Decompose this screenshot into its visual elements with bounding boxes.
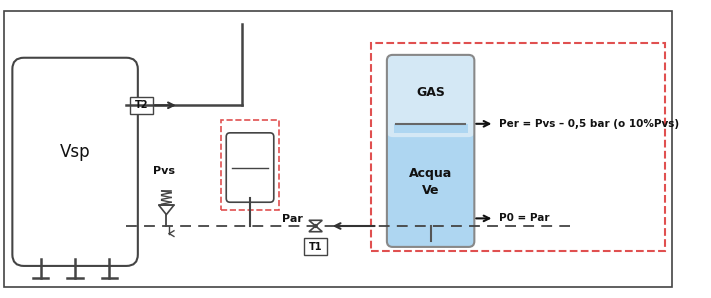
FancyBboxPatch shape: [370, 44, 665, 251]
FancyBboxPatch shape: [387, 55, 474, 137]
Text: Vsp: Vsp: [60, 143, 90, 161]
Text: Par: Par: [282, 214, 303, 224]
FancyBboxPatch shape: [130, 97, 153, 114]
FancyBboxPatch shape: [387, 118, 474, 247]
Text: Per = Pvs – 0,5 bar (o 10%Pvs): Per = Pvs – 0,5 bar (o 10%Pvs): [499, 119, 679, 129]
Circle shape: [314, 225, 317, 227]
Text: Acqua: Acqua: [409, 167, 452, 179]
Text: GAS: GAS: [416, 86, 445, 99]
Polygon shape: [309, 226, 322, 232]
FancyBboxPatch shape: [12, 58, 138, 266]
Text: Ve: Ve: [422, 184, 439, 197]
Text: T2: T2: [135, 100, 149, 110]
Polygon shape: [159, 205, 174, 215]
Bar: [394, 60, 468, 124]
Text: P0 = Par: P0 = Par: [499, 213, 550, 224]
FancyBboxPatch shape: [226, 133, 274, 202]
FancyBboxPatch shape: [304, 238, 327, 255]
Polygon shape: [309, 220, 322, 226]
FancyBboxPatch shape: [220, 119, 279, 210]
Text: Pvs: Pvs: [154, 166, 176, 176]
Bar: [394, 122, 468, 133]
Text: T1: T1: [309, 242, 322, 252]
